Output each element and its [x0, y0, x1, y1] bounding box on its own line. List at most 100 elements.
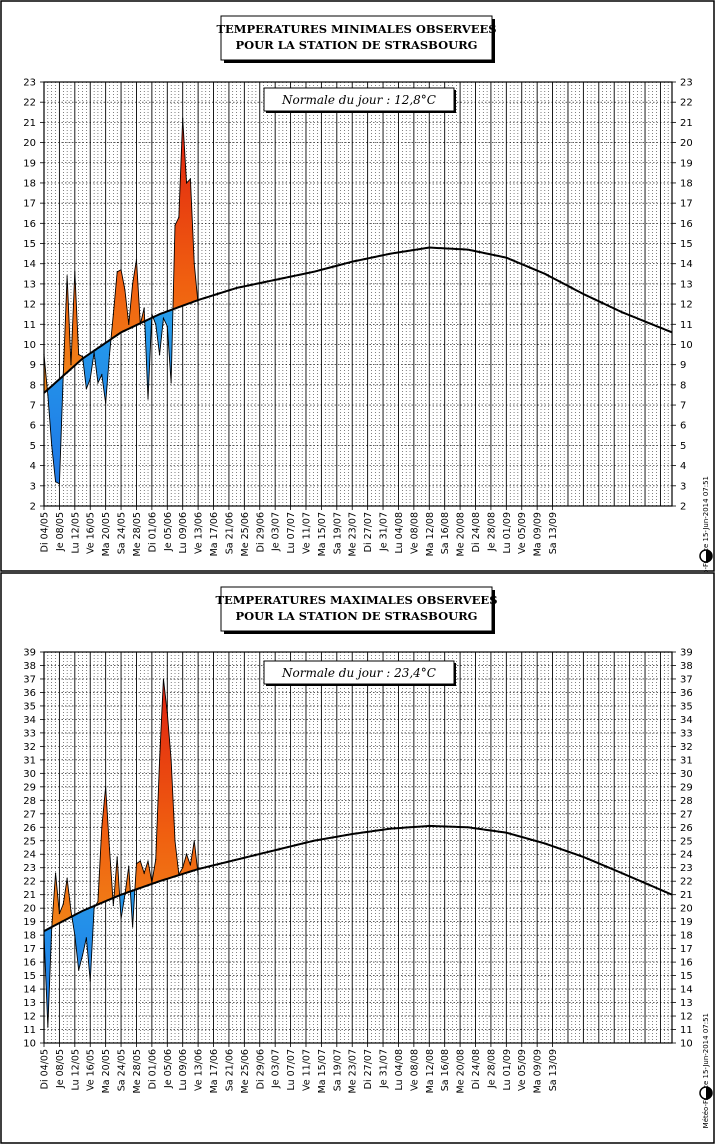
x-tick-label: Ma 09/09	[533, 1049, 544, 1093]
x-tick-label: Sa 21/06	[224, 512, 235, 554]
observed-point	[178, 216, 180, 218]
observed-point	[58, 483, 61, 485]
x-tick-label: Lu 12/05	[70, 512, 81, 554]
y-tick-label-left: 35	[23, 701, 36, 712]
y-tick-label-right: 18	[680, 178, 693, 189]
y-tick-label-left: 39	[23, 648, 36, 659]
x-tick-label: Sa 24/05	[117, 1049, 128, 1091]
normal-curve	[43, 824, 673, 932]
y-tick-label-left: 21	[23, 890, 36, 901]
x-tick-label: Lu 12/05	[70, 1049, 81, 1091]
y-tick-label-left: 30	[23, 769, 36, 780]
y-tick-label-left: 38	[23, 661, 36, 672]
observed-point	[47, 1026, 49, 1028]
y-tick-label-right: 13	[680, 279, 693, 290]
x-tick-label: Sa 13/09	[548, 512, 559, 554]
y-tick-label-left: 11	[23, 320, 36, 331]
observed-point	[78, 353, 80, 356]
y-tick-label-left: 19	[23, 158, 36, 169]
observed-point	[155, 859, 157, 861]
observed-point	[128, 323, 130, 325]
x-tick-label: Lu 04/08	[394, 1049, 405, 1091]
x-tick-label: Sa 16/08	[440, 1049, 451, 1091]
y-tick-label-right: 25	[680, 836, 693, 847]
y-tick-label-left: 18	[23, 931, 36, 942]
observed-point	[66, 275, 68, 277]
y-tick-label-left: 32	[23, 742, 36, 753]
meteo-france-logo-half-icon	[706, 1087, 712, 1099]
x-tick-label: Di 27/07	[363, 1049, 374, 1089]
x-tick-label: Di 04/05	[40, 1049, 51, 1089]
x-tick-label: Je 03/07	[271, 512, 282, 552]
y-tick-label-left: 8	[30, 380, 36, 391]
y-tick-label-right: 21	[680, 118, 693, 129]
x-tick-label: Je 08/05	[55, 1049, 66, 1089]
y-tick-label-left: 34	[23, 715, 36, 726]
chart-title: TEMPERATURES MAXIMALES OBSERVEES	[215, 593, 497, 607]
x-tick-label: Me 23/07	[348, 512, 359, 556]
observed-point	[120, 269, 122, 271]
y-tick-label-right: 21	[680, 890, 693, 901]
observed-point	[120, 918, 122, 920]
y-tick-label-right: 2	[680, 502, 686, 513]
y-tick-label-right: 11	[680, 1025, 693, 1036]
y-tick-label-left: 16	[23, 958, 36, 969]
y-tick-label-left: 19	[23, 917, 36, 928]
x-tick-label: Je 03/07	[271, 1049, 282, 1089]
x-tick-label: Lu 07/07	[286, 1049, 297, 1091]
y-tick-label-right: 18	[680, 931, 693, 942]
x-tick-label: Me 20/08	[456, 1049, 467, 1093]
x-tick-label: Je 31/07	[379, 1049, 390, 1089]
observed-point	[166, 712, 168, 714]
x-tick-label: Sa 19/07	[332, 1049, 343, 1091]
y-tick-label-right: 15	[680, 239, 693, 250]
y-tick-label-left: 7	[30, 401, 36, 412]
y-tick-label-right: 30	[680, 769, 693, 780]
observed-point	[54, 481, 57, 483]
observed-point	[62, 903, 64, 905]
y-tick-label-left: 10	[23, 1039, 36, 1050]
x-tick-label: Sa 13/09	[548, 1049, 559, 1091]
y-tick-label-left: 6	[30, 421, 36, 432]
observed-point	[132, 283, 134, 285]
observed-point	[158, 759, 161, 761]
normal-label: Normale du jour : 23,4°C	[281, 666, 436, 680]
x-tick-label: Je 05/06	[163, 1049, 174, 1089]
y-tick-label-right: 7	[680, 401, 686, 412]
y-tick-label-left: 14	[23, 985, 36, 996]
normal-curve	[43, 246, 673, 394]
y-tick-label-left: 17	[23, 199, 36, 210]
y-tick-label-right: 6	[680, 421, 686, 432]
panel-frame	[0, 0, 715, 572]
y-tick-label-left: 36	[23, 688, 36, 699]
x-tick-label: Di 29/06	[255, 1049, 266, 1089]
y-tick-label-right: 17	[680, 199, 693, 210]
observed-point	[93, 907, 95, 909]
y-tick-label-left: 13	[23, 279, 36, 290]
y-tick-label-right: 33	[680, 728, 693, 739]
observed-point	[116, 271, 118, 273]
x-tick-label: Ma 12/08	[425, 512, 436, 556]
y-tick-label-left: 5	[30, 441, 36, 452]
y-tick-label-right: 10	[680, 1039, 693, 1050]
observed-point	[89, 980, 91, 982]
y-tick-label-left: 20	[23, 904, 36, 915]
x-tick-label: Ve 16/05	[86, 512, 97, 554]
x-tick-label: Ve 11/07	[301, 1049, 312, 1091]
observed-point	[185, 182, 188, 184]
y-tick-label-left: 33	[23, 728, 36, 739]
y-tick-label-left: 12	[23, 300, 36, 311]
observed-point	[174, 224, 176, 226]
observed-point	[197, 303, 199, 305]
y-tick-label-right: 37	[680, 674, 693, 685]
observed-point	[166, 325, 168, 327]
y-tick-label-right: 9	[680, 360, 686, 371]
normal-label: Normale du jour : 12,8°C	[281, 93, 436, 107]
x-tick-label: Di 27/07	[363, 512, 374, 552]
observed-point	[151, 313, 153, 315]
y-tick-label-right: 17	[680, 944, 693, 955]
observed-point	[135, 863, 138, 865]
y-tick-label-left: 24	[23, 850, 36, 861]
observed-point	[85, 388, 87, 390]
